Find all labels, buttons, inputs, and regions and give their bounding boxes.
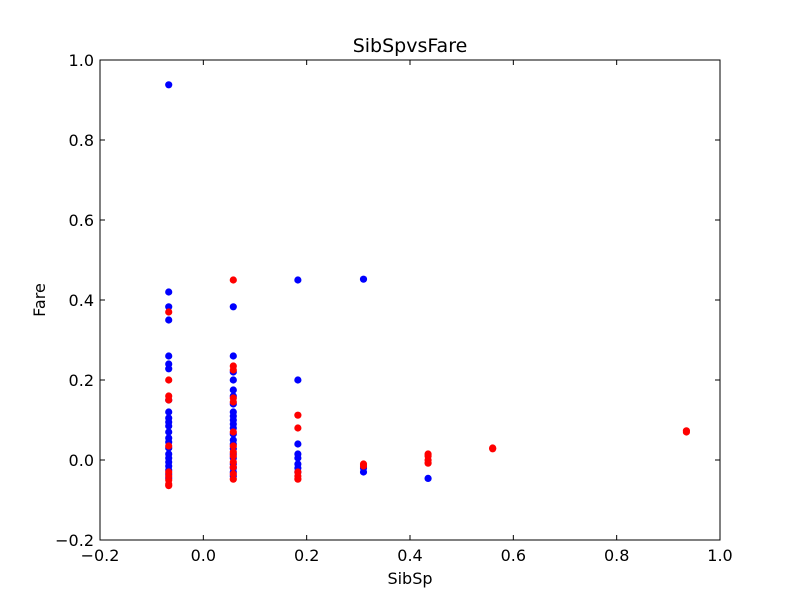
data-point [294,454,302,462]
data-point [359,462,368,470]
data-point [165,352,173,360]
data-point [294,411,302,419]
x-tick-label: −0.2 [81,546,120,565]
data-point [294,475,302,483]
data-point [229,442,237,450]
data-point [424,459,432,467]
data-point [165,482,173,490]
y-tick-label: −0.2 [55,531,94,550]
y-tick-label: 0.8 [69,131,94,150]
y-tick-label: 0.2 [69,371,94,390]
data-point [229,376,237,384]
data-point [229,352,237,360]
data-point [424,474,432,482]
x-tick-label: 1.0 [707,546,732,565]
data-point [229,458,237,466]
data-point [359,468,368,476]
y-tick-label: 1.0 [69,51,94,70]
data-point [165,408,173,416]
data-point [165,365,173,373]
y-tick-label: 0.4 [69,291,94,310]
data-point [165,428,173,436]
data-point [165,303,173,311]
data-point [229,452,237,460]
data-point [489,444,497,452]
data-point [165,442,173,450]
data-point [229,428,237,436]
data-point [229,475,237,483]
data-point [165,376,173,384]
data-point [294,424,302,432]
data-point [165,422,173,430]
data-point [229,303,237,311]
data-point [165,288,173,296]
data-point [165,308,173,316]
data-point [294,376,302,384]
chart-title: SibSpvsFare [353,35,468,57]
data-point [229,463,237,471]
data-point [165,81,173,89]
y-tick-label: 0.6 [69,211,94,230]
x-tick-label: 0.6 [501,546,526,565]
x-tick-label: 0.4 [397,546,422,565]
y-axis-label: Fare [30,283,49,317]
data-point [165,316,173,324]
data-point [229,398,237,406]
data-point [165,396,173,404]
data-point [359,275,368,283]
data-point [229,386,237,394]
x-tick-label: 0.2 [294,546,319,565]
data-point [682,427,691,435]
data-point [229,366,237,374]
points-layer [165,81,691,490]
data-point [294,276,302,284]
ticks-layer: −0.2 0.0 0.2 0.4 0.6 0.8 1.0 −0.2 0.0 0.2 0.4 0.6 0.… [55,51,733,565]
x-tick-label: 0.0 [191,546,216,565]
x-tick-label: 0.8 [604,546,629,565]
x-axis-label: SibSp [387,569,432,588]
data-point [294,440,302,448]
y-tick-label: 0.0 [69,451,94,470]
data-point [229,276,237,284]
data-point [229,470,237,478]
